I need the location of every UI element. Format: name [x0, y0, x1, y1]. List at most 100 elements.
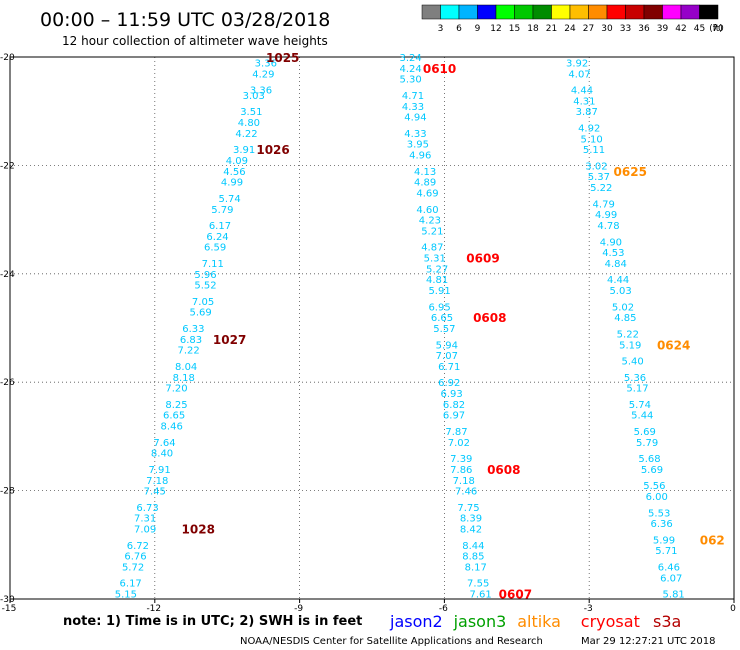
wave-height-label: 7.91: [148, 465, 170, 476]
legend-swatch: [606, 4, 626, 20]
wave-height-label: 5.44: [631, 411, 653, 422]
wave-height-label: 5.81: [663, 590, 685, 601]
pass-time-label: 0608: [487, 463, 520, 477]
wave-height-label: 7.46: [455, 487, 477, 498]
wave-height-label: 6.07: [660, 573, 682, 584]
wave-height-label: 5.72: [122, 562, 144, 573]
wave-height-label: 5.74: [218, 194, 240, 205]
wave-height-label: 3.91: [233, 145, 255, 156]
x-tick-label: -12: [146, 604, 161, 614]
x-tick-label: -3: [584, 604, 593, 614]
x-tick-label: -15: [2, 604, 17, 614]
wave-height-label: 8.42: [460, 525, 482, 536]
wave-height-label: 7.64: [153, 438, 175, 449]
wave-height-label: 4.24: [399, 64, 421, 75]
legend-tick-label: 6: [456, 24, 462, 34]
y-tick-label: -28: [0, 487, 15, 497]
wave-height-label: 3.03: [243, 91, 265, 102]
wave-height-label: 7.31: [134, 514, 156, 525]
wave-height-label: 3.51: [240, 107, 262, 118]
wave-height-label: 5.79: [636, 438, 658, 449]
wave-height-label: 4.44: [607, 275, 629, 286]
legend-tick-label: 33: [620, 24, 631, 34]
pass-time-label: 062: [700, 533, 725, 547]
wave-height-label: 4.79: [593, 199, 615, 210]
x-tick-label: -6: [439, 604, 448, 614]
satellite-track: 3.244.245.304.714.334.944.333.954.964.13…: [399, 53, 532, 602]
x-axis-ticks: -15 -12 -9 -6 -3 0: [2, 599, 736, 614]
legend-swatch: [477, 4, 497, 20]
wave-height-label: 4.60: [416, 205, 438, 216]
pass-time-label: 1026: [256, 143, 289, 157]
wave-height-tracks: 3.364.293.363.033.514.804.223.914.094.56…: [115, 51, 725, 602]
wave-height-label: 4.78: [597, 221, 619, 232]
legend-swatch: [551, 4, 571, 20]
wave-height-label: 5.53: [648, 508, 670, 519]
map-subtitle: 12 hour collection of altimeter wave hei…: [62, 34, 328, 48]
pass-time-label: 0610: [423, 62, 456, 76]
legend-tick-label: 15: [509, 24, 520, 34]
wave-height-label: 5.36: [624, 373, 646, 384]
wave-height-label: 3.24: [399, 53, 421, 64]
wave-height-label: 7.05: [192, 297, 214, 308]
satellite-name: jason3: [453, 612, 507, 631]
wave-height-label: 7.75: [457, 503, 479, 514]
timestamp: Mar 29 12:27:21 UTC 2018: [581, 636, 716, 647]
pass-time-label: 1027: [213, 333, 246, 347]
wave-height-label: 6.17: [120, 579, 142, 590]
wave-height-label: 8.44: [462, 541, 484, 552]
wave-height-label: 5.71: [655, 546, 677, 557]
wave-height-label: 3.02: [585, 161, 607, 172]
wave-height-label: 6.83: [180, 335, 202, 346]
legend-swatch: [569, 4, 589, 20]
wave-height-label: 4.44: [571, 86, 593, 97]
wave-height-label: 4.07: [568, 69, 590, 80]
satellite-track: 3.924.074.444.313.874.925.105.113.025.37…: [566, 58, 725, 601]
legend-tick-label: 30: [601, 24, 613, 34]
y-axis-ticks: -20 -22 -24 -26 -28 -30: [0, 53, 15, 605]
wave-height-label: 5.17: [626, 384, 648, 395]
wave-height-label: 6.46: [658, 562, 680, 573]
satellite-legend: jason2 jason3 altika cryosat s3a: [389, 612, 681, 631]
wave-height-label: 3.87: [576, 107, 598, 118]
credit-line: NOAA/NESDIS Center for Satellite Applica…: [240, 636, 543, 647]
wave-height-label: 5.10: [580, 134, 602, 145]
legend-swatch: [699, 4, 719, 20]
pass-time-label: 0608: [473, 311, 506, 325]
wave-height-label: 6.65: [431, 313, 453, 324]
wave-height-label: 4.89: [414, 178, 436, 189]
wave-height-label: 6.93: [441, 389, 463, 400]
map-frame: [9, 56, 735, 600]
wave-height-label: 5.69: [634, 427, 656, 438]
y-tick-label: -22: [0, 161, 15, 171]
y-tick-label: -24: [0, 270, 15, 280]
pass-time-label: 0609: [466, 252, 499, 266]
wave-height-label: 4.69: [416, 189, 438, 200]
wave-height-label: 5.22: [590, 183, 612, 194]
wave-height-label: 8.46: [161, 422, 183, 433]
wave-height-label: 6.71: [438, 362, 460, 373]
wave-height-label: 6.33: [182, 324, 204, 335]
wave-height-label: 5.22: [617, 329, 639, 340]
wave-height-label: 5.11: [583, 145, 605, 156]
wave-height-label: 4.22: [235, 129, 257, 140]
legend-tick-label: 27: [583, 24, 594, 34]
pass-time-label: 1025: [266, 51, 299, 65]
satellite-name: cryosat: [581, 612, 640, 631]
wave-height-label: 5.94: [436, 340, 458, 351]
pass-time-label: 0625: [614, 165, 647, 179]
wave-height-label: 6.76: [124, 552, 146, 563]
legend-unit: (ft): [709, 24, 723, 34]
legend-tick-label: 18: [527, 24, 539, 34]
wave-height-label: 5.99: [653, 535, 675, 546]
wave-height-label: 4.94: [404, 113, 426, 124]
wave-height-label: 4.81: [426, 275, 448, 286]
wave-height-label: 4.29: [252, 69, 274, 80]
legend-tick-label: 70: [712, 24, 724, 34]
legend-swatch: [625, 4, 645, 20]
wave-height-label: 5.21: [421, 226, 443, 237]
wave-height-label: 8.18: [173, 373, 195, 384]
pass-time-label: 0624: [657, 338, 690, 352]
wave-height-label: 6.95: [428, 302, 450, 313]
